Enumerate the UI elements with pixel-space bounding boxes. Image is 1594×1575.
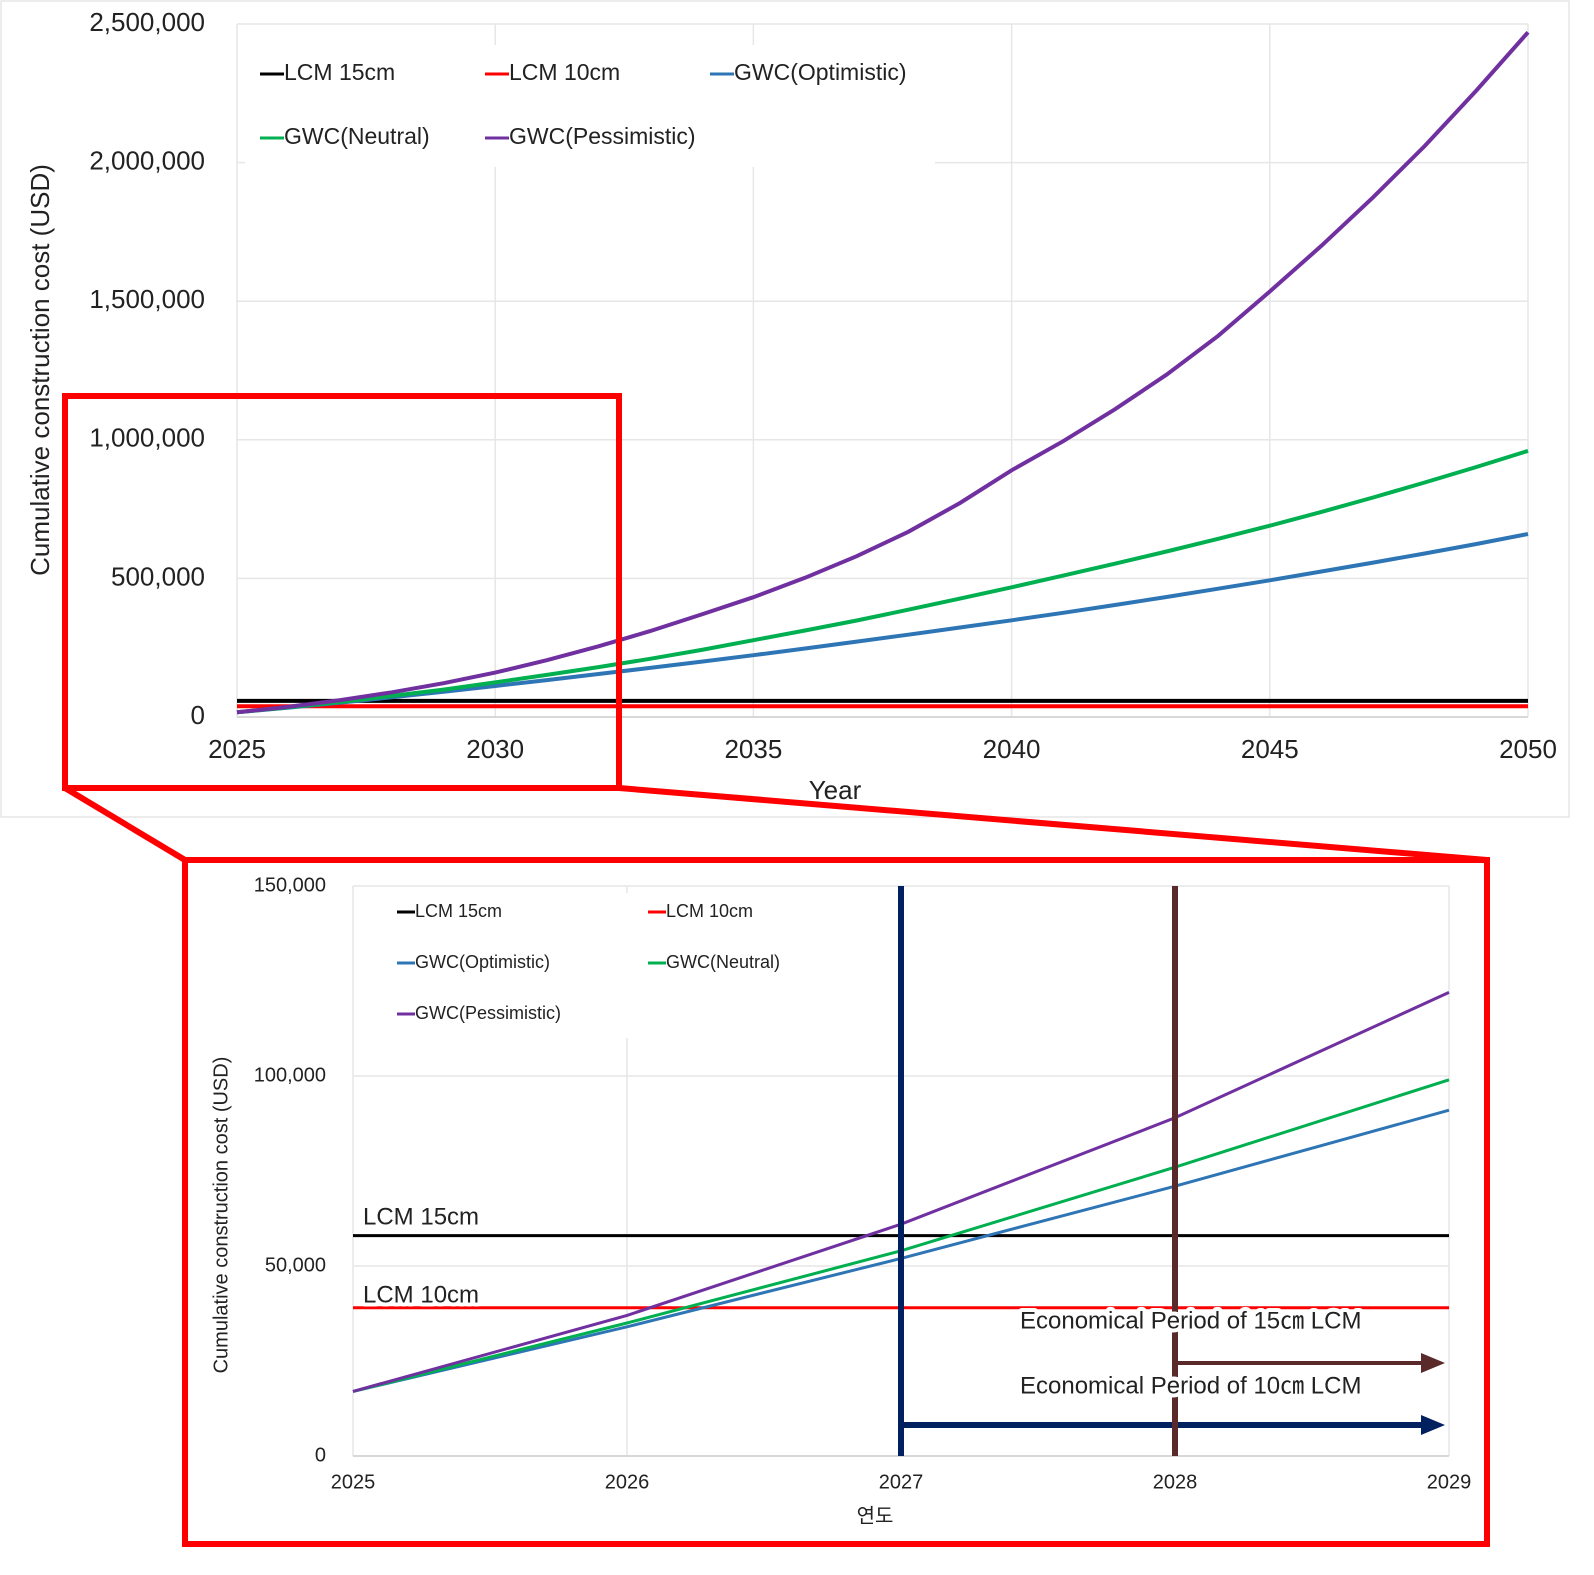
x-axis-title: 연도 bbox=[857, 1504, 894, 1527]
legend-label: GWC(Neutral) bbox=[284, 123, 430, 149]
y-tick-label: 1,000,000 bbox=[89, 423, 205, 453]
legend-background bbox=[385, 893, 805, 1038]
legend-label: LCM 10cm bbox=[666, 901, 753, 921]
y-tick-label: 1,500,000 bbox=[89, 284, 205, 314]
x-tick-label: 2029 bbox=[1427, 1471, 1472, 1493]
annotation: LCM 10cm bbox=[363, 1281, 479, 1308]
x-tick-label: 2040 bbox=[983, 734, 1041, 764]
x-tick-label: 2050 bbox=[1499, 734, 1557, 764]
y-tick-label: 50,000 bbox=[265, 1254, 326, 1276]
x-tick-label: 2025 bbox=[208, 734, 266, 764]
overview-chart: 0 500,000 1,000,000 1,500,000 2,000,000 2,500… bbox=[25, 7, 1557, 805]
x-tick-label: 2035 bbox=[724, 734, 782, 764]
x-tick-label: 2025 bbox=[331, 1471, 376, 1493]
series-line bbox=[236, 30, 1530, 715]
series-line bbox=[236, 448, 1529, 715]
y-tick-label: 150,000 bbox=[254, 874, 326, 896]
series-line bbox=[236, 532, 1529, 715]
x-tick-label: 2030 bbox=[466, 734, 524, 764]
zoom-panel bbox=[185, 860, 1487, 1544]
y-tick-label: 100,000 bbox=[254, 1064, 326, 1086]
x-tick-label: 2027 bbox=[879, 1471, 924, 1493]
y-tick-label: 0 bbox=[315, 1444, 326, 1466]
legend-label: LCM 15cm bbox=[284, 59, 395, 85]
highlight-box bbox=[62, 393, 622, 791]
legend-label: GWC(Optimistic) bbox=[734, 59, 906, 85]
y-tick-label: 500,000 bbox=[111, 561, 205, 591]
period-arrow-head bbox=[1421, 1353, 1445, 1373]
zoom-box bbox=[182, 857, 1490, 1547]
connector bbox=[618, 785, 1488, 863]
y-tick-label: 2,000,000 bbox=[89, 145, 205, 175]
legend-label: LCM 15cm bbox=[415, 901, 502, 921]
x-axis-title: Year bbox=[809, 775, 862, 805]
highlight bbox=[62, 393, 1490, 1547]
annotation: LCM 15cm bbox=[363, 1203, 479, 1230]
x-tick-label: 2026 bbox=[605, 1471, 650, 1493]
zoom-chart: 0 50,000 100,000 150,000 2025 2026 2027 2028 202… bbox=[210, 874, 1471, 1527]
legend-label: GWC(Pessimistic) bbox=[509, 123, 696, 149]
period-arrow-head bbox=[1421, 1415, 1445, 1435]
annotation: Economical Period of 10㎝ LCM bbox=[1020, 1372, 1361, 1399]
y-tick-label: 2,500,000 bbox=[89, 7, 205, 37]
annotation: Economical Period of 15㎝ LCM bbox=[1020, 1307, 1361, 1334]
legend-label: GWC(Neutral) bbox=[666, 952, 780, 972]
y-tick-label: 0 bbox=[191, 700, 205, 730]
x-tick-label: 2045 bbox=[1241, 734, 1299, 764]
y-axis-title: Cumulative construction cost (USD) bbox=[25, 164, 55, 576]
legend-label: GWC(Pessimistic) bbox=[415, 1003, 561, 1023]
x-tick-label: 2028 bbox=[1153, 1471, 1198, 1493]
legend-label: LCM 10cm bbox=[509, 59, 620, 85]
legend-background bbox=[245, 45, 935, 167]
connector bbox=[63, 785, 187, 863]
legend-label: GWC(Optimistic) bbox=[415, 952, 550, 972]
y-axis-title: Cumulative construction cost (USD) bbox=[210, 1057, 232, 1374]
